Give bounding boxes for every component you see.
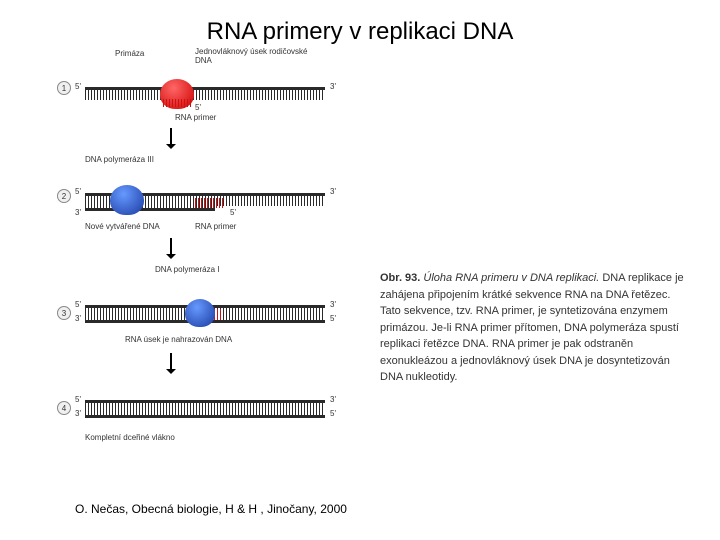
- s2-bot: [85, 208, 215, 211]
- s4-top: [85, 400, 325, 403]
- s4-3p: 3': [330, 395, 336, 404]
- s1-5p-rna: 5': [195, 103, 201, 112]
- s4-tb: [85, 405, 325, 415]
- s1-teeth: [85, 90, 325, 100]
- s1-rna-primer: [163, 99, 191, 107]
- citation-footer: O. Nečas, Obecná biologie, H & H , Jinoč…: [75, 502, 347, 516]
- caption-fig-title: Úloha RNA primeru v DNA replikaci.: [423, 272, 599, 284]
- figure-caption: Obr. 93. Úloha RNA primeru v DNA replika…: [380, 270, 690, 386]
- s2-5p: 5': [75, 187, 81, 196]
- replication-diagram: Primáza Jednovláknový úsek rodičovské DN…: [55, 55, 365, 475]
- s3-3p-b: 3': [75, 314, 81, 323]
- label-kompletni: Kompletní dceřiné vlákno: [85, 433, 175, 442]
- s2-3p-b: 3': [75, 208, 81, 217]
- page-title: RNA primery v replikaci DNA: [0, 18, 720, 46]
- s1-top-strand: [85, 87, 325, 90]
- s3-5p-b: 5': [330, 314, 336, 323]
- arrow-1-2: [170, 128, 172, 148]
- s1-3p-r: 3': [330, 82, 336, 91]
- arrow-2-3: [170, 238, 172, 258]
- s4-3p-b: 3': [75, 409, 81, 418]
- s2-rna: [195, 198, 223, 208]
- label-rna2: RNA primer: [195, 222, 236, 231]
- label-dnapol3: DNA polymeráza III: [85, 155, 165, 164]
- label-primaza: Primáza: [115, 49, 144, 58]
- caption-fig-label: Obr. 93.: [380, 272, 420, 284]
- label-rna-nahr: RNA úsek je nahrazován DNA: [125, 335, 275, 344]
- s4-bot: [85, 415, 325, 418]
- label-rna-primer: RNA primer: [175, 113, 216, 122]
- caption-body: DNA replikace je zahájena připojením krá…: [380, 272, 684, 383]
- step-2-num: 2: [57, 189, 71, 203]
- s3-5p: 5': [75, 300, 81, 309]
- s3-3p: 3': [330, 300, 336, 309]
- s1-5p-l: 5': [75, 82, 81, 91]
- dnapol3-enzyme: [110, 185, 144, 215]
- s2-5p-b: 5': [230, 208, 236, 217]
- label-dnapol1: DNA polymeráza I: [155, 265, 235, 274]
- s2-3p: 3': [330, 187, 336, 196]
- s4-5p-b: 5': [330, 409, 336, 418]
- step-3-num: 3: [57, 306, 71, 320]
- dnapol1-enzyme: [185, 299, 215, 327]
- arrow-3-4: [170, 353, 172, 373]
- label-usek: Jednovláknový úsek rodičovské DNA: [195, 47, 315, 65]
- label-nove: Nové vytvářené DNA: [85, 222, 160, 231]
- step-4-num: 4: [57, 401, 71, 415]
- step-1-num: 1: [57, 81, 71, 95]
- s4-5p: 5': [75, 395, 81, 404]
